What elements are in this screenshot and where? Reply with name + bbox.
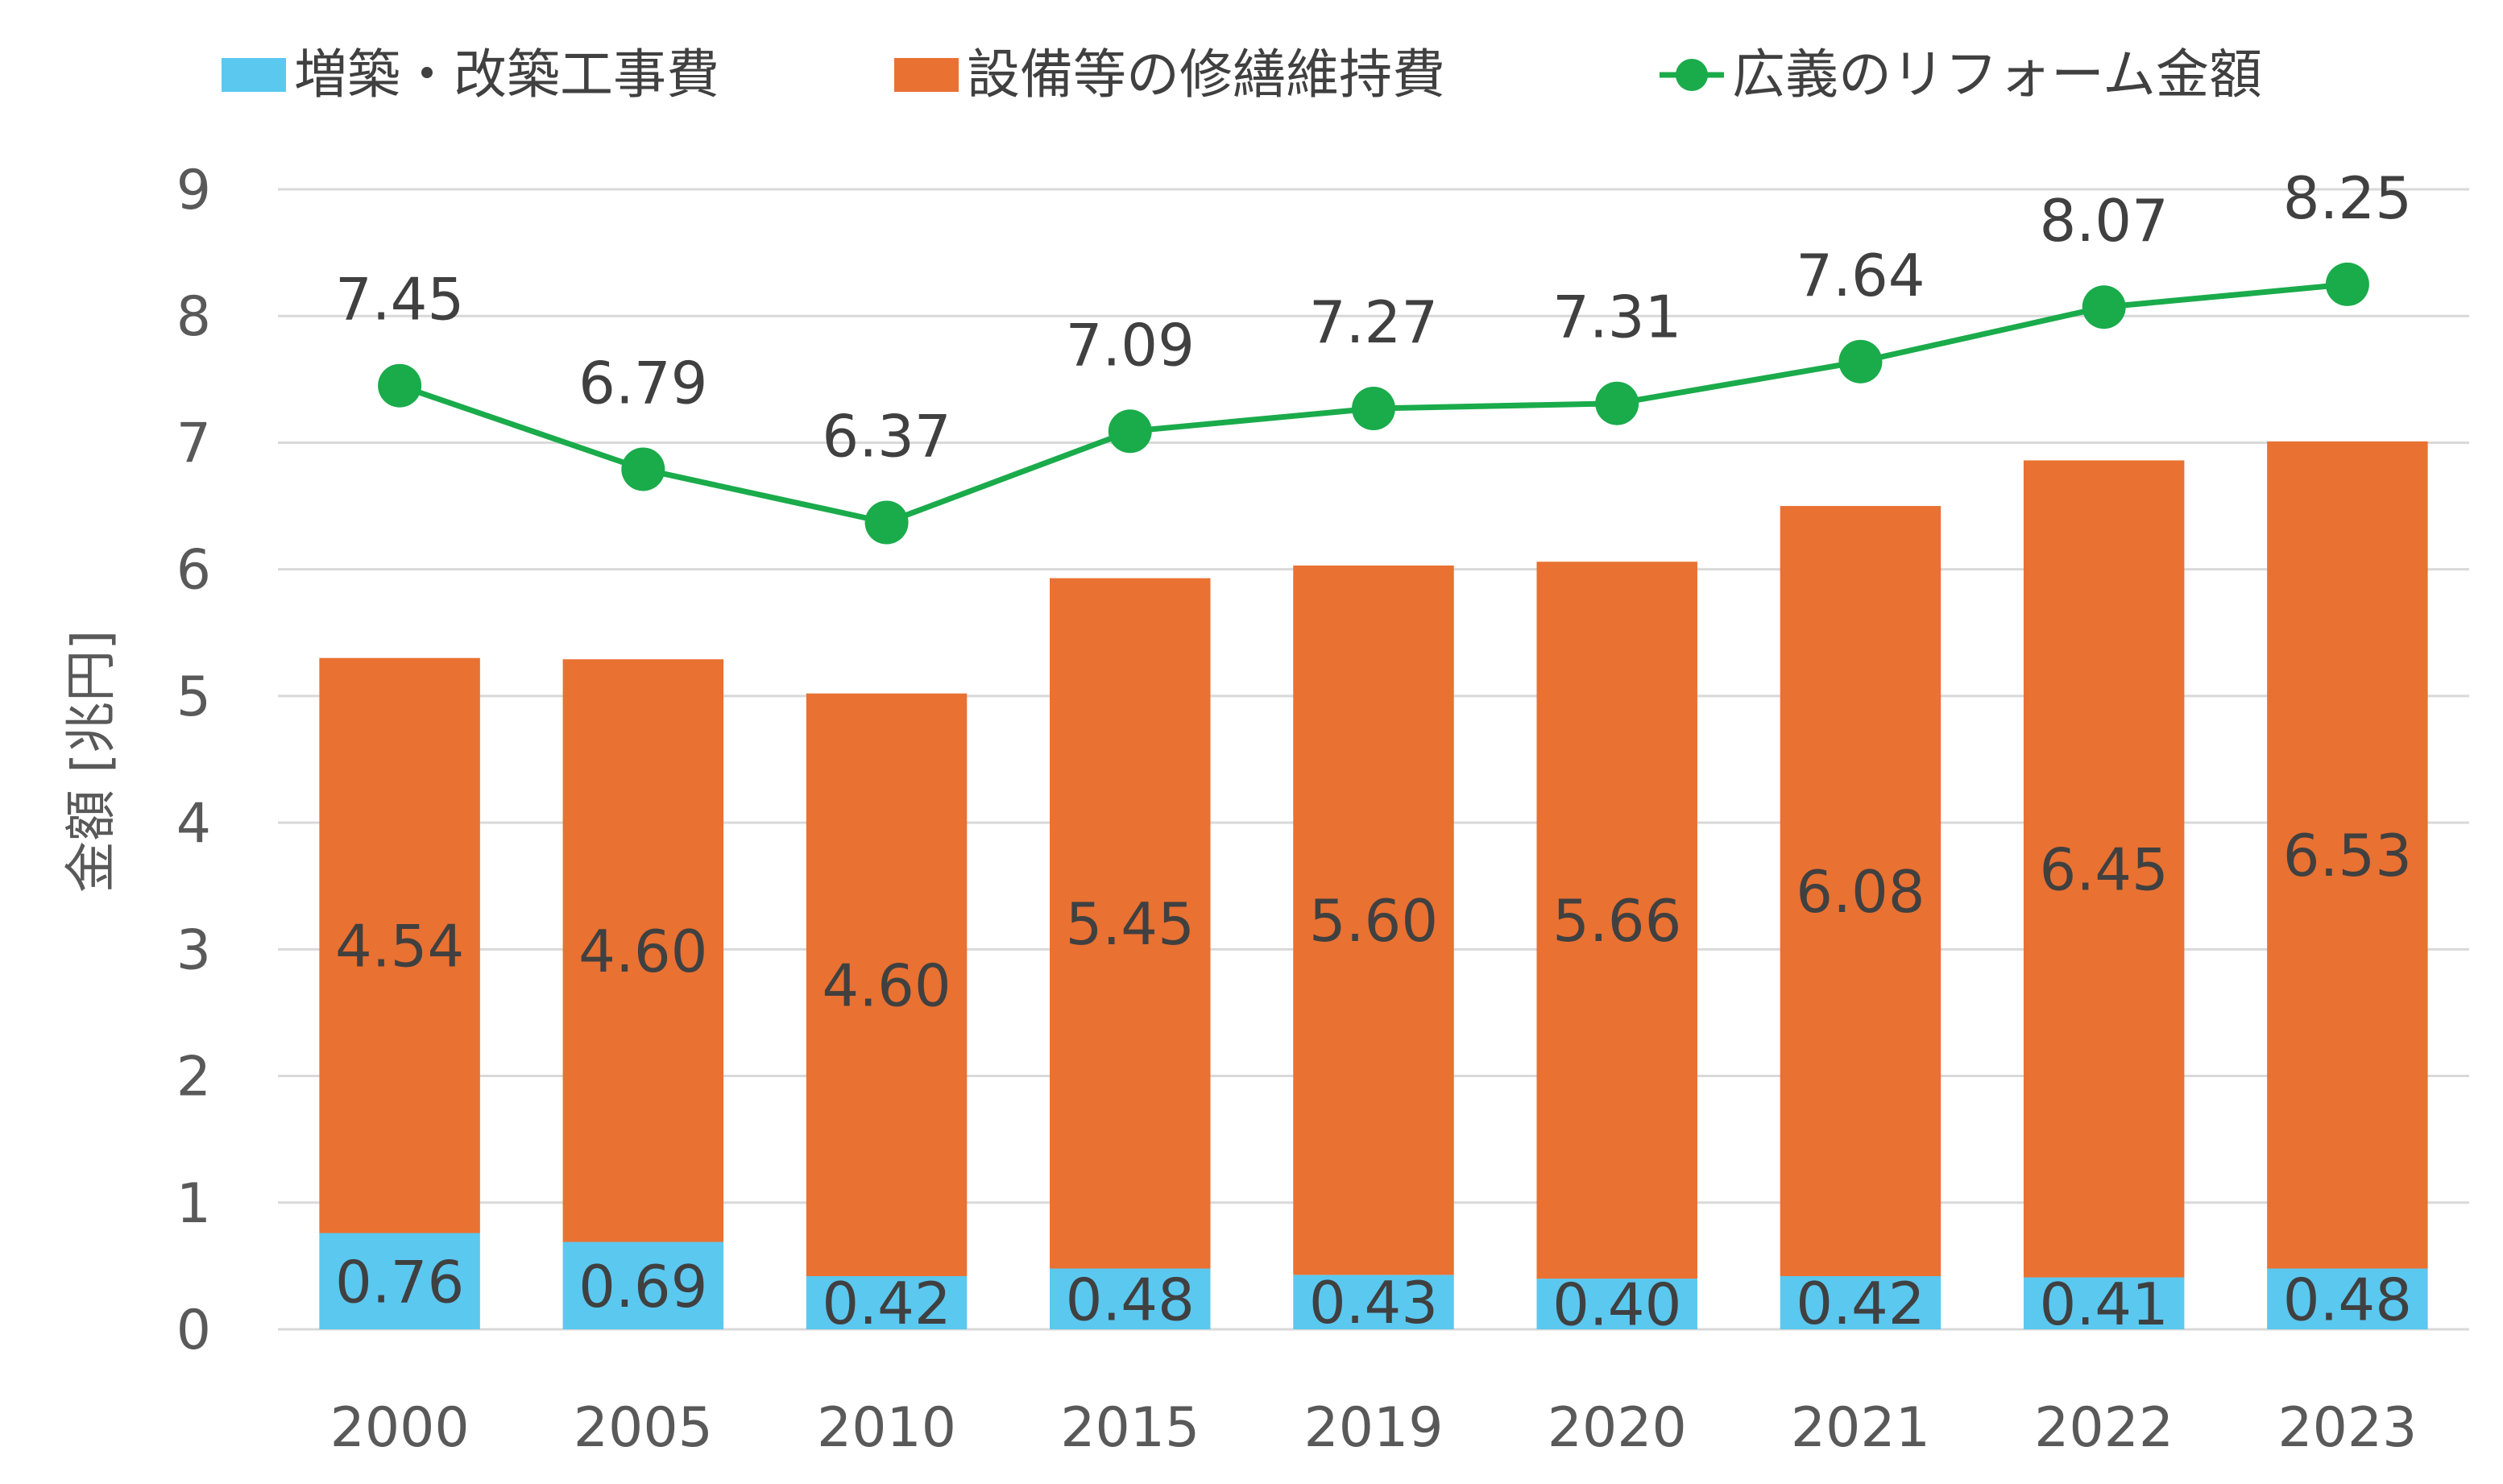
bar-segment <box>562 659 724 1242</box>
legend-label: 増築・改築工事費 <box>294 44 719 106</box>
x-tick-label: 2010 <box>817 1396 956 1460</box>
bar-segment <box>2023 1277 2185 1329</box>
y-tick-label: 2 <box>176 1046 211 1109</box>
line-point <box>1595 381 1639 425</box>
bar-segment <box>319 1233 480 1329</box>
y-tick-label: 3 <box>176 918 211 982</box>
y-axis-title: 金額 [兆円] <box>62 630 122 893</box>
y-tick-label: 0 <box>176 1299 211 1362</box>
bar-segment <box>1293 1275 1454 1329</box>
x-tick-label: 2015 <box>1060 1396 1200 1460</box>
bar-data-label: 0.48 <box>2283 1266 2412 1333</box>
line-data-label: 6.37 <box>822 402 951 470</box>
x-tick-label: 2023 <box>2277 1396 2417 1460</box>
bar-data-label: 0.69 <box>578 1253 707 1320</box>
bar-data-label: 0.40 <box>1552 1271 1681 1339</box>
bar-data-label: 0.41 <box>2040 1271 2169 1338</box>
y-tick-label: 1 <box>176 1172 211 1236</box>
bar-segment <box>806 693 968 1276</box>
line-point <box>378 363 422 408</box>
bar-segment <box>2023 460 2185 1278</box>
y-tick-label: 9 <box>176 159 211 222</box>
x-axis-ticks: 2000 2005 2010 2015 2019 2020 2021 2022 2023 <box>330 1396 2418 1460</box>
bars: 0.76 4.54 0.69 4.60 0.42 4.60 0.48 5.45 0.43 5.60… <box>319 441 2428 1339</box>
bar-segment <box>1293 565 1454 1275</box>
y-tick-label: 4 <box>176 792 211 856</box>
line-point <box>2325 262 2369 306</box>
bar-segment <box>1536 1279 1697 1329</box>
bar-segment <box>806 1275 968 1329</box>
y-tick-label: 8 <box>176 285 211 349</box>
x-tick-label: 2005 <box>574 1396 713 1460</box>
legend-marker <box>1676 59 1708 91</box>
line-data-label: 7.31 <box>1552 284 1681 351</box>
bar-data-label: 5.66 <box>1552 887 1681 955</box>
bar-data-label: 0.48 <box>1066 1266 1195 1333</box>
legend: 増築・改築工事費 設備等の修繕維持費 広義のリフォーム金額 <box>222 44 2262 106</box>
bar-data-label: 5.60 <box>1309 887 1438 955</box>
line-data-label: 7.45 <box>335 266 464 334</box>
bar-segment <box>2267 441 2428 1269</box>
bar-data-label: 6.53 <box>2283 822 2412 889</box>
bar-segment <box>1050 1268 1211 1329</box>
x-tick-label: 2021 <box>1791 1396 1930 1460</box>
line-data-label: 6.79 <box>578 349 707 417</box>
line-data-label: 8.07 <box>2040 187 2169 255</box>
bar-data-label: 0.76 <box>335 1248 464 1316</box>
line-point <box>621 447 665 491</box>
line-data-label: 7.64 <box>1796 242 1925 309</box>
bar-data-label: 4.54 <box>335 913 464 980</box>
bar-data-label: 4.60 <box>822 951 951 1019</box>
line-point <box>864 500 909 545</box>
line-point <box>1108 409 1152 454</box>
x-tick-label: 2019 <box>1303 1396 1443 1460</box>
bar-segment <box>2267 1268 2428 1329</box>
bar-segment <box>1536 562 1697 1279</box>
y-tick-label: 7 <box>176 412 211 475</box>
bar-data-label: 6.08 <box>1796 858 1925 926</box>
bar-segment <box>1780 506 1941 1276</box>
bar-segment <box>562 1242 724 1329</box>
bar-data-label: 0.42 <box>1796 1270 1925 1337</box>
legend-swatch <box>894 58 959 92</box>
line-data-label: 8.25 <box>2283 164 2412 232</box>
bar-segment <box>1780 1275 1941 1329</box>
legend-swatch <box>222 58 286 92</box>
y-axis-ticks: 0 1 2 3 4 5 6 7 8 9 <box>176 159 211 1362</box>
bar-segment <box>319 657 480 1233</box>
legend-label: 広義のリフォーム金額 <box>1732 44 2262 106</box>
bar-segment <box>1050 578 1211 1269</box>
bar-data-label: 6.45 <box>2040 835 2169 903</box>
line-point <box>1352 386 1395 430</box>
y-tick-label: 6 <box>176 539 211 603</box>
bar-data-label: 5.45 <box>1066 890 1195 958</box>
legend-label: 設備等の修繕維持費 <box>967 44 1445 106</box>
bar-data-label: 0.43 <box>1309 1269 1438 1337</box>
line-data-label: 7.27 <box>1309 288 1438 356</box>
total-line: 7.45 6.79 6.37 7.09 7.27 7.31 7.64 8.07 8.25 <box>335 164 2412 545</box>
x-tick-label: 2000 <box>330 1396 470 1460</box>
y-tick-label: 5 <box>176 665 211 729</box>
line-data-label: 7.09 <box>1066 311 1195 379</box>
line-point <box>1838 339 1883 383</box>
bar-data-label: 0.42 <box>822 1270 951 1337</box>
bar-data-label: 4.60 <box>578 918 707 985</box>
x-tick-label: 2020 <box>1548 1396 1687 1460</box>
x-tick-label: 2022 <box>2034 1396 2174 1460</box>
line-point <box>2082 285 2126 330</box>
